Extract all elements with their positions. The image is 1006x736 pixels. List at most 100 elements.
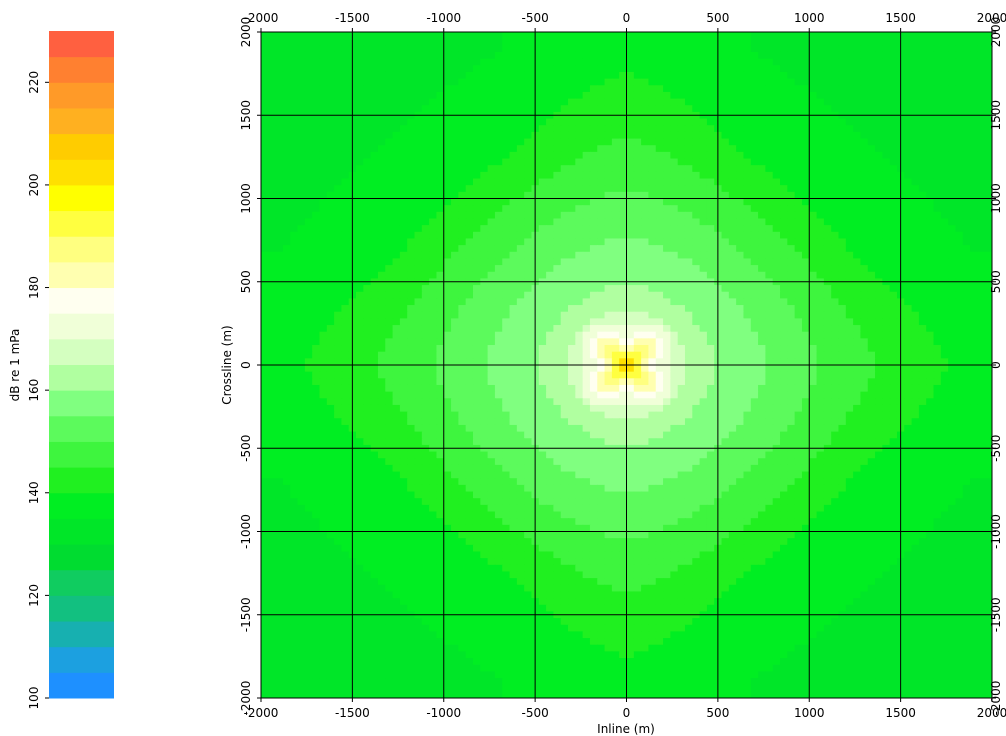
heatmap-cell	[356, 198, 364, 206]
heatmap-cell	[282, 211, 291, 220]
heatmap-cell	[970, 271, 978, 280]
heatmap-cell	[326, 298, 335, 306]
heatmap-cell	[385, 125, 394, 133]
heatmap-cell	[385, 38, 394, 46]
heatmap-cell	[407, 185, 416, 193]
heatmap-cell	[926, 145, 935, 153]
heatmap-cell	[750, 191, 759, 200]
heatmap-cell	[970, 318, 978, 326]
heatmap-cell	[568, 71, 576, 80]
heatmap-cell	[509, 138, 518, 146]
heatmap-cell	[421, 338, 430, 346]
heatmap-cell	[845, 151, 854, 160]
heatmap-cell	[370, 285, 379, 293]
heatmap-cell	[619, 118, 628, 126]
heatmap-cell	[904, 71, 913, 80]
heatmap-cell	[385, 351, 394, 359]
heatmap-cell	[809, 291, 818, 299]
heatmap-cell	[319, 178, 328, 186]
heatmap-cell	[516, 58, 525, 66]
heatmap-cell	[677, 32, 686, 40]
heatmap-cell	[436, 265, 445, 273]
heatmap-cell	[633, 258, 642, 266]
heatmap-cell	[838, 171, 847, 180]
heatmap-cell	[407, 158, 416, 166]
heatmap-cell	[962, 338, 971, 346]
heatmap-cell	[312, 151, 321, 160]
heatmap-cell	[509, 298, 518, 306]
colorbar-swatch	[49, 518, 114, 545]
heatmap-cell	[743, 251, 752, 260]
heatmap-cell	[904, 245, 913, 253]
heatmap-cell	[429, 145, 438, 153]
heatmap-cell	[838, 271, 847, 280]
heatmap-cell	[743, 51, 752, 60]
heatmap-cell	[304, 258, 313, 266]
heatmap-cell	[926, 305, 935, 313]
heatmap-cell	[611, 358, 620, 366]
heatmap-cell	[560, 65, 569, 73]
heatmap-cell	[838, 78, 847, 86]
heatmap-cell	[363, 331, 372, 339]
heatmap-cell	[633, 205, 642, 213]
heatmap-cell	[904, 38, 913, 46]
heatmap-cell	[414, 251, 423, 260]
heatmap-cell	[633, 345, 642, 353]
heatmap-cell	[750, 138, 759, 146]
heatmap-cell	[407, 318, 416, 326]
heatmap-cell	[699, 125, 708, 133]
heatmap-cell	[809, 58, 818, 66]
heatmap-cell	[670, 45, 679, 53]
heatmap-cell	[604, 345, 613, 353]
heatmap-cell	[853, 298, 862, 306]
heatmap-cell	[377, 138, 386, 146]
heatmap-cell	[655, 231, 664, 240]
heatmap-cell	[750, 45, 759, 53]
heatmap-cell	[494, 205, 503, 213]
heatmap-cell	[268, 45, 277, 53]
heatmap-cell	[721, 338, 730, 346]
heatmap-cell	[918, 78, 927, 86]
heatmap-cell	[692, 211, 701, 220]
heatmap-cell	[787, 351, 796, 359]
heatmap-cell	[385, 145, 394, 153]
heatmap-cell	[743, 218, 752, 226]
heatmap-cell	[663, 71, 671, 80]
heatmap-cell	[736, 158, 745, 166]
heatmap-cell	[809, 158, 818, 166]
heatmap-cell	[480, 318, 489, 326]
heatmap-cell	[326, 38, 335, 46]
heatmap-cell	[326, 265, 335, 273]
heatmap-cell	[933, 231, 942, 240]
heatmap-cell	[480, 145, 489, 153]
heatmap-cell	[341, 225, 350, 233]
heatmap-cell	[750, 218, 759, 226]
heatmap-cell	[261, 245, 269, 253]
heatmap-cell	[502, 291, 511, 299]
heatmap-cell	[399, 211, 408, 220]
heatmap-cell	[451, 85, 459, 93]
heatmap-cell	[831, 58, 840, 66]
heatmap-cell	[290, 245, 299, 253]
heatmap-cell	[699, 138, 708, 146]
heatmap-cell	[801, 145, 810, 153]
colorbar-label: dB re 1 mPa	[8, 329, 22, 402]
heatmap-cell	[436, 198, 445, 206]
heatmap-cell	[955, 165, 964, 173]
heatmap-cell	[304, 178, 313, 186]
heatmap-cell	[655, 291, 664, 299]
heatmap-cell	[516, 85, 525, 93]
heatmap-cell	[297, 105, 306, 113]
heatmap-cell	[648, 131, 657, 140]
heatmap-cell	[494, 351, 503, 359]
heatmap-cell	[261, 38, 269, 46]
heatmap-cell	[604, 231, 613, 240]
heatmap-cell	[728, 165, 737, 173]
heatmap-cell	[780, 298, 788, 306]
heatmap-cell	[816, 198, 825, 206]
heatmap-cell	[816, 32, 825, 40]
heatmap-cell	[801, 338, 810, 346]
heatmap-cell	[626, 51, 635, 60]
heatmap-cell	[633, 125, 642, 133]
heatmap-cell	[955, 238, 964, 246]
